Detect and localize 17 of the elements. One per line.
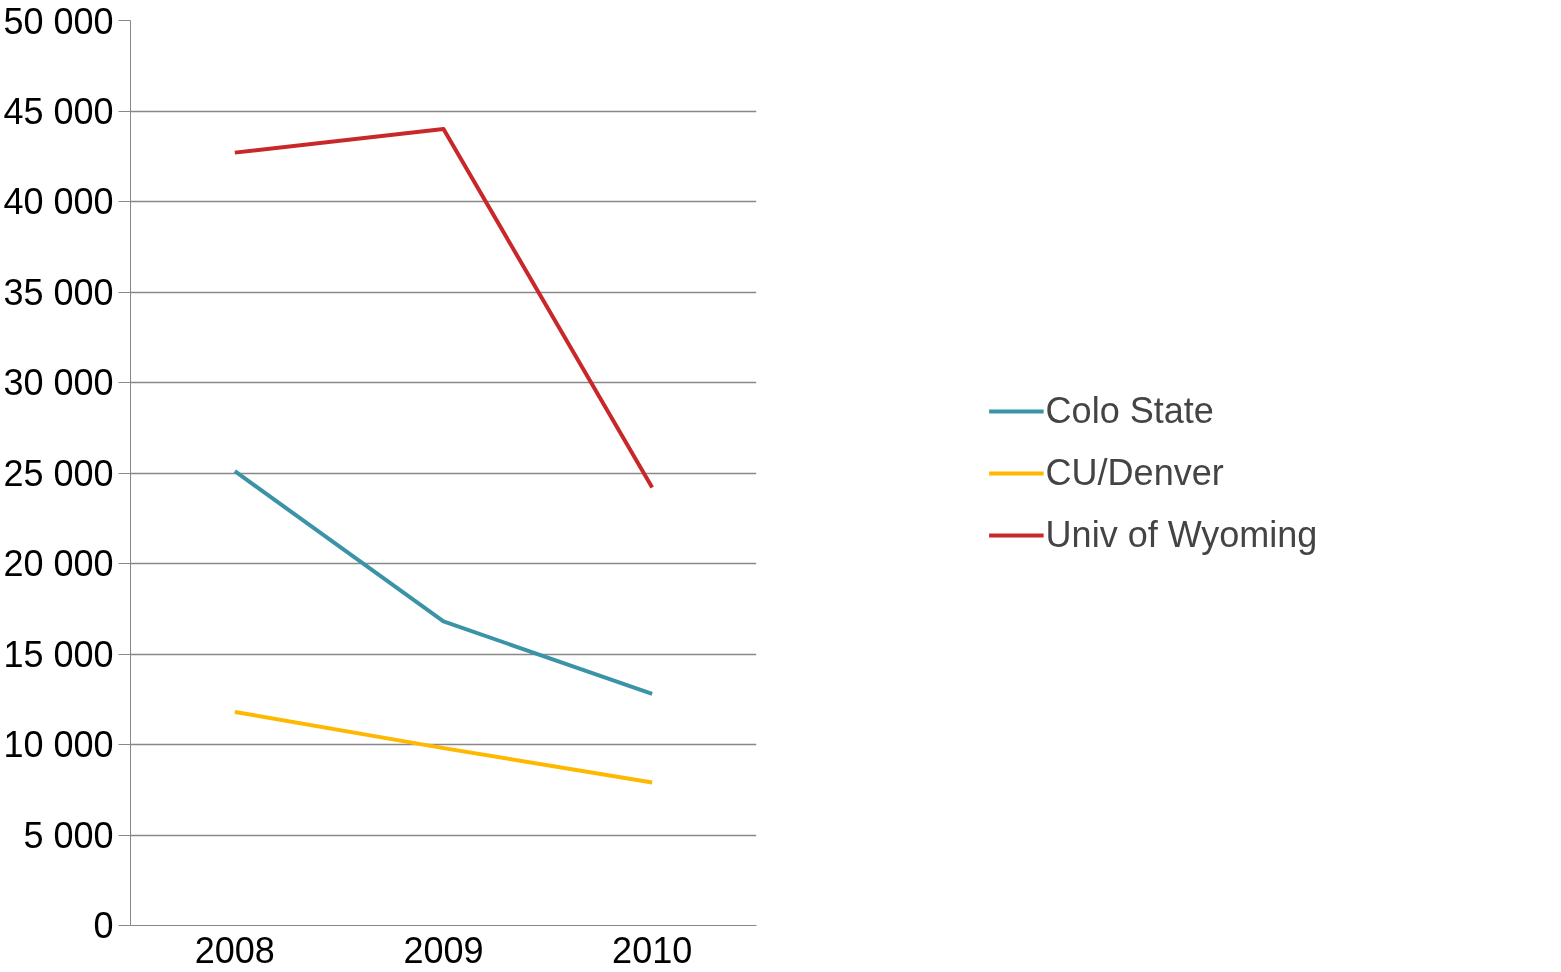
y-tick-label: 50 000 [3,0,114,42]
y-tick-label: 45 000 [3,90,114,132]
y-tick-label: 30 000 [3,362,114,403]
legend-label: Univ of Wyoming [1045,513,1318,556]
y-tick-label: 40 000 [3,181,114,222]
y-tick-label: 15 000 [3,633,114,675]
legend-label: CU/Denver [1045,451,1224,494]
x-tick-label: 2010 [612,929,693,971]
x-tick-label: 2008 [194,929,275,971]
y-tick-label: 5 000 [23,814,114,856]
legend-label: Colo State [1045,389,1214,432]
y-tick-label: 35 000 [3,271,114,313]
y-tick-label: 10 000 [3,724,114,765]
x-tick-label: 2009 [403,929,484,971]
y-tick-label: 25 000 [3,452,114,494]
y-tick-label: 0 [93,905,114,946]
y-tick-label: 20 000 [3,543,114,584]
